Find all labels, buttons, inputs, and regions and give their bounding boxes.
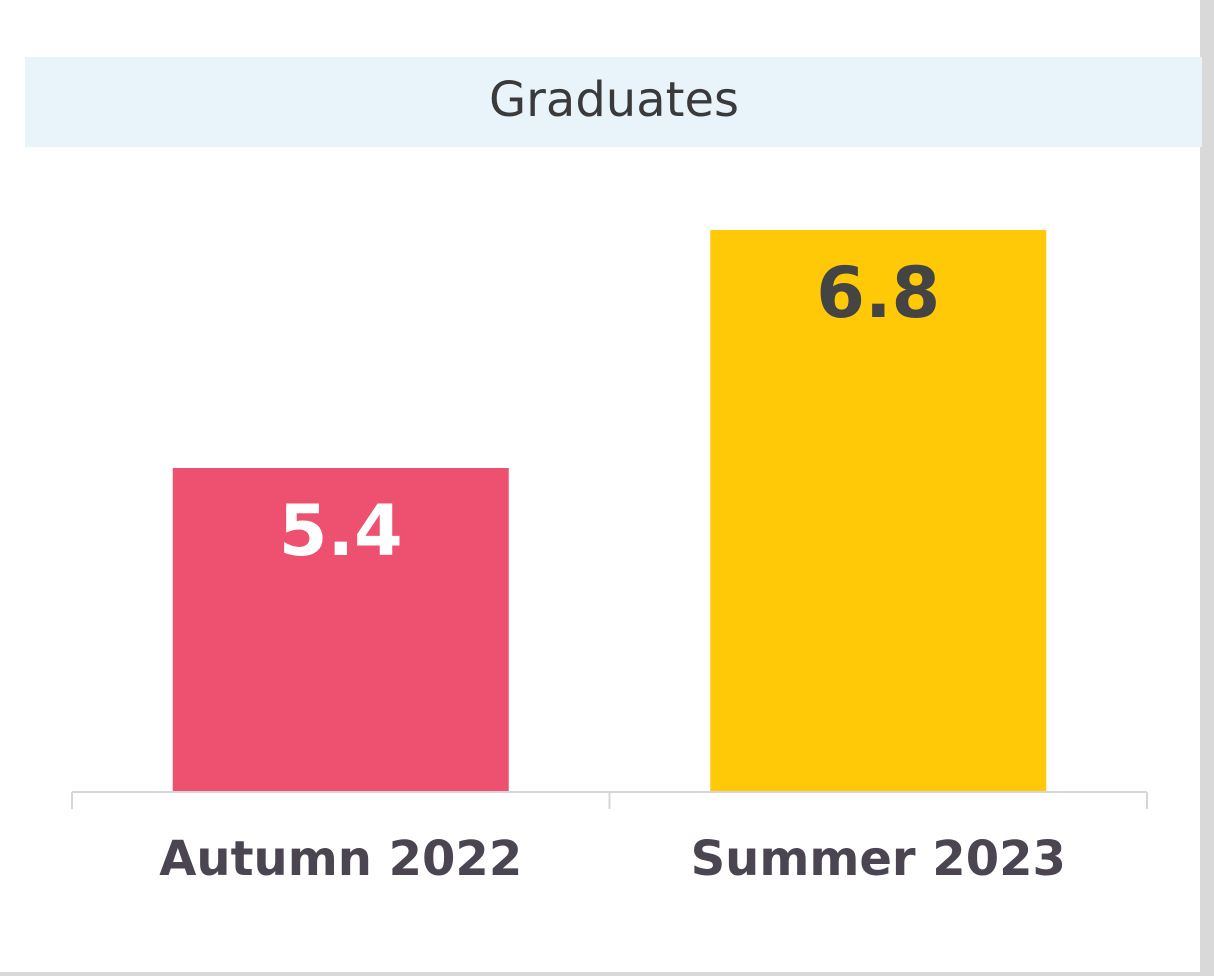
card-shadow-bottom xyxy=(0,972,1214,976)
title-band xyxy=(25,57,1202,147)
value-label: 5.4 xyxy=(279,490,403,572)
chart-title: Graduates xyxy=(489,72,739,128)
bar xyxy=(710,230,1047,791)
card-shadow xyxy=(1200,0,1214,976)
x-tick-label: Summer 2023 xyxy=(691,831,1066,887)
x-tick-label: Autumn 2022 xyxy=(159,831,522,887)
bar xyxy=(172,468,509,791)
value-label: 6.8 xyxy=(816,252,940,334)
